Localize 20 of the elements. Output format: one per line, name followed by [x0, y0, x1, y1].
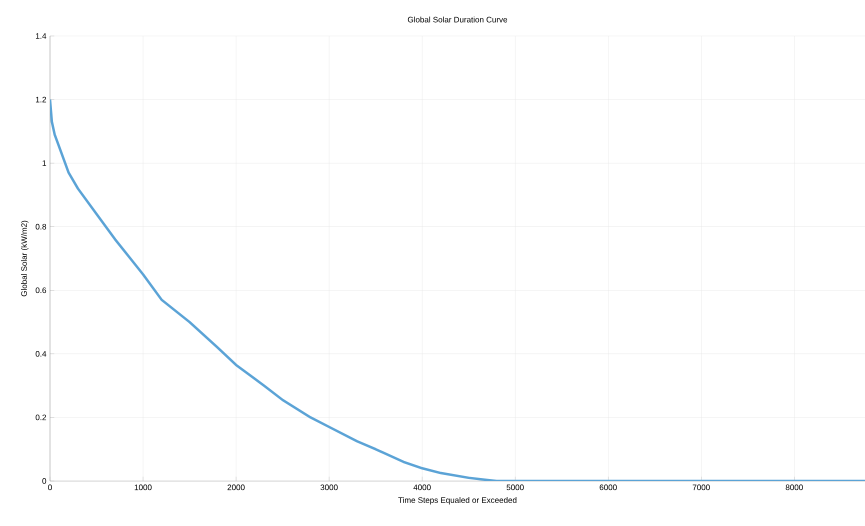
- y-tick-label: 1.4: [36, 33, 46, 39]
- x-tick-label: 5000: [506, 484, 524, 490]
- y-tick-label: 1: [42, 160, 46, 166]
- x-tick-label: 0: [48, 484, 52, 490]
- x-tick-label: 2000: [228, 484, 245, 490]
- x-tick-label: 4000: [413, 484, 431, 490]
- chart-title: Global Solar Duration Curve: [408, 16, 508, 22]
- y-axis-title: Global Solar (kW/m2): [21, 220, 28, 296]
- y-tick-label: 0.2: [36, 414, 46, 420]
- x-tick-label: 8000: [786, 484, 803, 490]
- y-tick-label: 0: [42, 478, 46, 484]
- y-tick-label: 0.4: [36, 351, 46, 357]
- x-tick-label: 3000: [320, 484, 338, 490]
- x-tick-label: 6000: [600, 484, 617, 490]
- y-tick-label: 1.2: [36, 96, 46, 102]
- x-axis-title: Time Steps Equaled or Exceeded: [398, 497, 516, 505]
- x-tick-label: 1000: [134, 484, 152, 490]
- x-tick-label: 7000: [692, 484, 710, 490]
- y-tick-label: 0.8: [36, 224, 46, 230]
- y-tick-label: 0.6: [36, 287, 46, 294]
